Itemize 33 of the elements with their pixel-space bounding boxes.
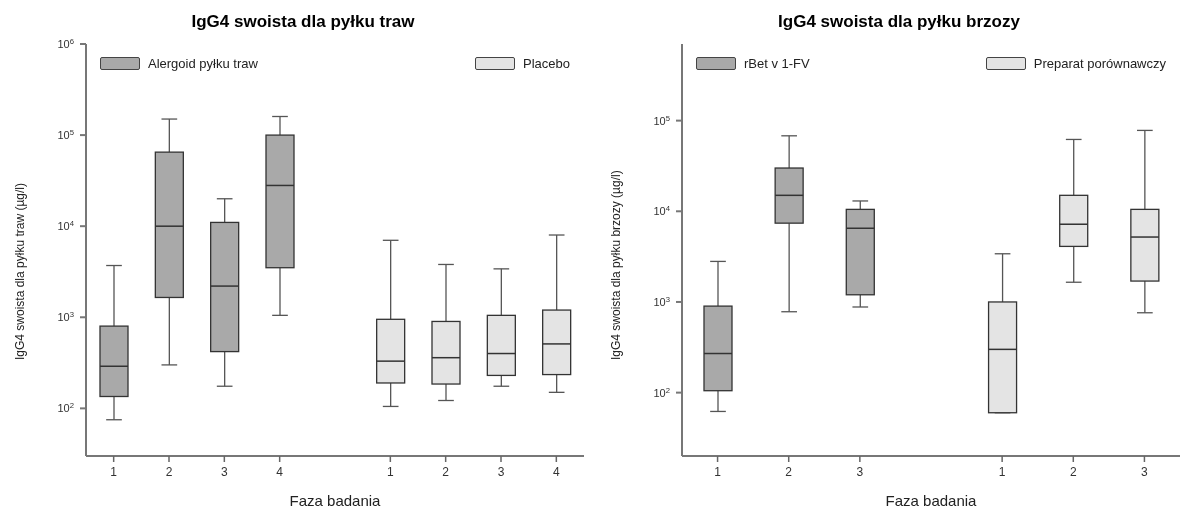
y-tick-label: 10$^{5}$: [57, 127, 74, 142]
y-tick-label: 10$^{4}$: [653, 203, 671, 218]
x-tick-label: 1: [386, 465, 394, 479]
y-tick-label: 10$^{2}$: [57, 400, 74, 415]
x-tick-label: 2: [1069, 465, 1077, 479]
legend-label: Preparat porównawczy: [1033, 56, 1166, 71]
y-tick-label: 10$^{5}$: [653, 113, 670, 127]
y-axis-title: IgG4 swoista dla pyłku brzozy (µg/l): [609, 170, 624, 360]
legend-label: Placebo: [523, 56, 570, 71]
x-axis-title: Faza badania: [289, 492, 382, 509]
y-tick-label: 10$^{6}$: [57, 36, 74, 50]
x-tick-label: 2: [785, 465, 793, 479]
y-axis-title: IgG4 swoista dla pyłku traw (µg/l): [13, 183, 28, 360]
x-tick-label: 3: [497, 465, 505, 479]
x-axis-title: Faza badania: [885, 492, 978, 509]
legend-label: rBet v 1-FV: [744, 56, 810, 71]
chart-title: IgG4 swoista dla pyłku traw: [190, 11, 416, 33]
x-tick-label: 1: [714, 465, 722, 479]
x-tick-label: 4: [276, 465, 284, 479]
x-tick-label: 2: [165, 465, 173, 479]
x-tick-label: 1: [998, 465, 1006, 479]
x-tick-label: 1: [110, 465, 118, 479]
legend-label: Alergoid pyłku traw: [148, 56, 258, 71]
y-tick-label: 10$^{4}$: [57, 218, 75, 233]
x-tick-label: 4: [552, 465, 560, 479]
y-tick-label: 10$^{3}$: [57, 309, 74, 324]
x-tick-label: 3: [856, 465, 864, 479]
y-tick-label: 10$^{3}$: [653, 294, 670, 308]
x-tick-label: 2: [442, 465, 450, 479]
x-tick-label: 3: [1141, 465, 1149, 479]
x-tick-label: 3: [220, 465, 228, 479]
y-tick-label: 10$^{2}$: [653, 385, 670, 399]
chart-title: IgG4 swoista dla pyłku brzozy: [777, 11, 1021, 33]
